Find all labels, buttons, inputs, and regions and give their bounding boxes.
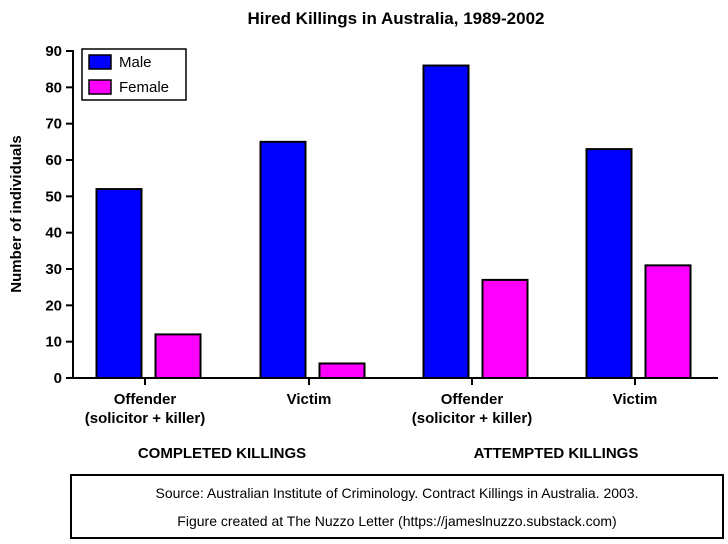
y-tick-label: 0 [54,370,62,387]
group-labels: COMPLETED KILLINGS ATTEMPTED KILLINGS [138,445,639,462]
legend-label-male: Male [119,54,152,71]
y-tick-label: 30 [45,261,62,278]
bar-male [259,140,307,379]
legend-label-female: Female [119,79,169,96]
y-tick-label: 20 [45,297,62,314]
x-tick-label: Victim [613,391,658,408]
bar-male [585,148,633,379]
bar-male [422,64,470,380]
x-tick-label: Victim [287,391,332,408]
y-tick-label: 80 [45,79,62,96]
source-box: Source: Australian Institute of Criminol… [70,474,724,539]
bar-female [481,278,529,379]
x-tick-label: Offender [114,391,177,408]
x-tick-label: (solicitor + killer) [412,410,532,427]
chart-title: Hired Killings in Australia, 1989-2002 [248,9,545,28]
x-tick-label: Offender [441,391,504,408]
bar-female [318,362,366,380]
x-tick-label: (solicitor + killer) [85,410,205,427]
source-citation: Source: Australian Institute of Criminol… [155,485,639,501]
bar-female [644,264,692,379]
bars [95,64,692,380]
figure-credit: Figure created at The Nuzzo Letter (http… [177,513,617,529]
y-tick-label: 10 [45,334,62,351]
legend-swatch-male [88,54,112,70]
bar-male [95,188,143,379]
x-axis-tick-labels: Offender (solicitor + killer) Victim Offend… [85,378,658,427]
y-axis-label: Number of individuals [8,135,25,293]
y-tick-label: 70 [45,116,62,133]
bar-female [154,333,202,379]
legend-swatch-female [88,79,112,95]
legend: Male Female [81,48,187,101]
y-axis-ticks: 0 10 20 30 40 50 60 70 80 90 [45,43,73,387]
y-tick-label: 40 [45,225,62,242]
y-tick-label: 50 [45,188,62,205]
group-label: ATTEMPTED KILLINGS [474,445,639,462]
y-tick-label: 60 [45,152,62,169]
y-tick-label: 90 [45,43,62,60]
group-label: COMPLETED KILLINGS [138,445,306,462]
